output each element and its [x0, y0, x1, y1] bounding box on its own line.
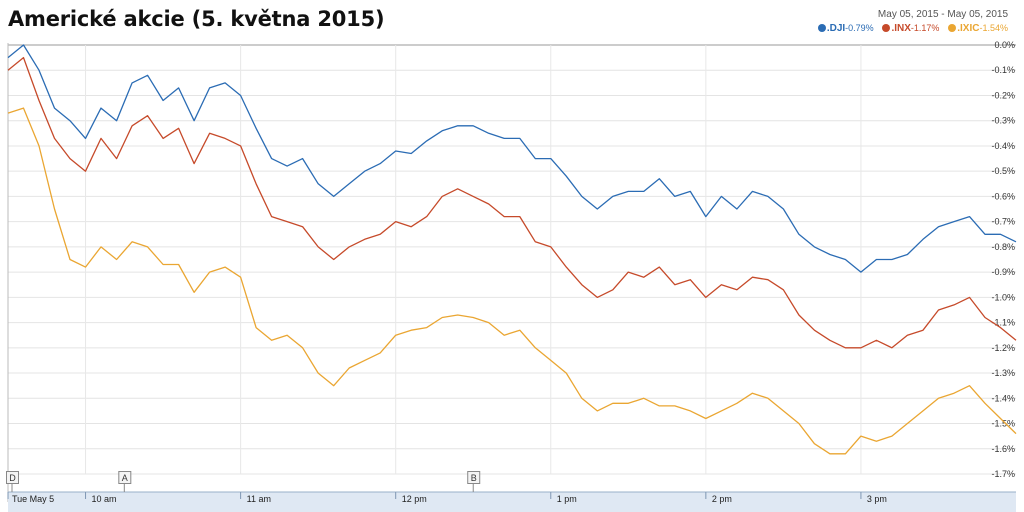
grid-lines	[7, 43, 1016, 502]
y-tick-label: -0.4%	[991, 141, 1015, 151]
marker-label: B	[471, 473, 477, 483]
y-tick-label: -0.9%	[991, 267, 1015, 277]
y-tick-label: -0.5%	[991, 166, 1015, 176]
x-tick-label: 2 pm	[712, 494, 732, 504]
y-tick-label: 0.0%	[994, 40, 1015, 50]
legend-dot-icon	[882, 24, 891, 32]
y-tick-label: -1.6%	[991, 444, 1015, 454]
x-tick-label: 10 am	[92, 494, 117, 504]
y-tick-label: -1.1%	[991, 318, 1015, 328]
x-tick-label: 3 pm	[867, 494, 887, 504]
y-tick-label: -1.5%	[991, 419, 1015, 429]
marker-label: D	[9, 473, 16, 483]
series-line-inx	[7, 56, 1017, 349]
series-line-ixic	[7, 107, 1017, 455]
legend-symbol: .INX	[891, 23, 911, 34]
x-tick-label: 1 pm	[557, 494, 577, 504]
marker-flag-a[interactable]	[118, 471, 132, 484]
legend-item-inx[interactable]: .INX-1.17%	[882, 23, 942, 34]
legend-change: -1.17%	[910, 23, 940, 33]
legend-change: -1.54%	[979, 23, 1008, 33]
x-axis-band[interactable]	[8, 492, 1016, 512]
y-tick-label: -1.4%	[991, 393, 1015, 403]
series-lines	[7, 44, 1017, 455]
marker-flag-d[interactable]	[6, 471, 19, 484]
legend-dot-icon	[817, 24, 826, 32]
y-tick-label: -0.6%	[991, 191, 1015, 201]
marker-label: A	[122, 473, 128, 483]
x-tick-label: 11 am	[247, 494, 271, 504]
y-tick-label: -0.3%	[991, 116, 1015, 126]
y-tick-label: -1.7%	[991, 469, 1015, 479]
legend-item-dji[interactable]: .DJI-0.79%	[817, 23, 877, 34]
x-tick-label: 12 pm	[402, 494, 427, 504]
legend-symbol: .DJI	[826, 23, 846, 34]
x-tick-label: Tue May 5	[12, 494, 54, 504]
y-tick-label: -0.1%	[991, 65, 1015, 75]
date-range: May 05, 2015 - May 05, 2015	[877, 9, 1008, 20]
chart-title: Americké akcie (5. května 2015)	[8, 7, 385, 31]
y-tick-label: -0.7%	[991, 217, 1015, 227]
legend-symbol: .IXIC	[957, 23, 980, 34]
y-axis-labels: 0.0% -0.1% -0.2% -0.3% -0.4% -0.5% -0.6% -0.7% -…	[991, 40, 1015, 479]
y-tick-label: -1.2%	[991, 343, 1015, 353]
y-tick-label: -0.2%	[991, 90, 1015, 100]
y-tick-label: -1.3%	[991, 368, 1015, 378]
x-axis[interactable]: Tue May 5 10 am 11 am 12 pm 1 pm 2 pm 3 pm	[7, 491, 1016, 512]
legend-change: -0.79%	[845, 23, 874, 33]
y-tick-label: -0.8%	[991, 242, 1015, 252]
series-line-dji	[7, 44, 1017, 273]
legend: .DJI-0.79% .INX-1.17% .IXIC-1.54%	[812, 23, 1008, 34]
y-tick-label: -1.0%	[991, 292, 1015, 302]
marker-flag-b[interactable]	[467, 471, 481, 484]
legend-item-ixic[interactable]: .IXIC-1.54%	[948, 23, 1008, 34]
legend-dot-icon	[948, 24, 957, 32]
